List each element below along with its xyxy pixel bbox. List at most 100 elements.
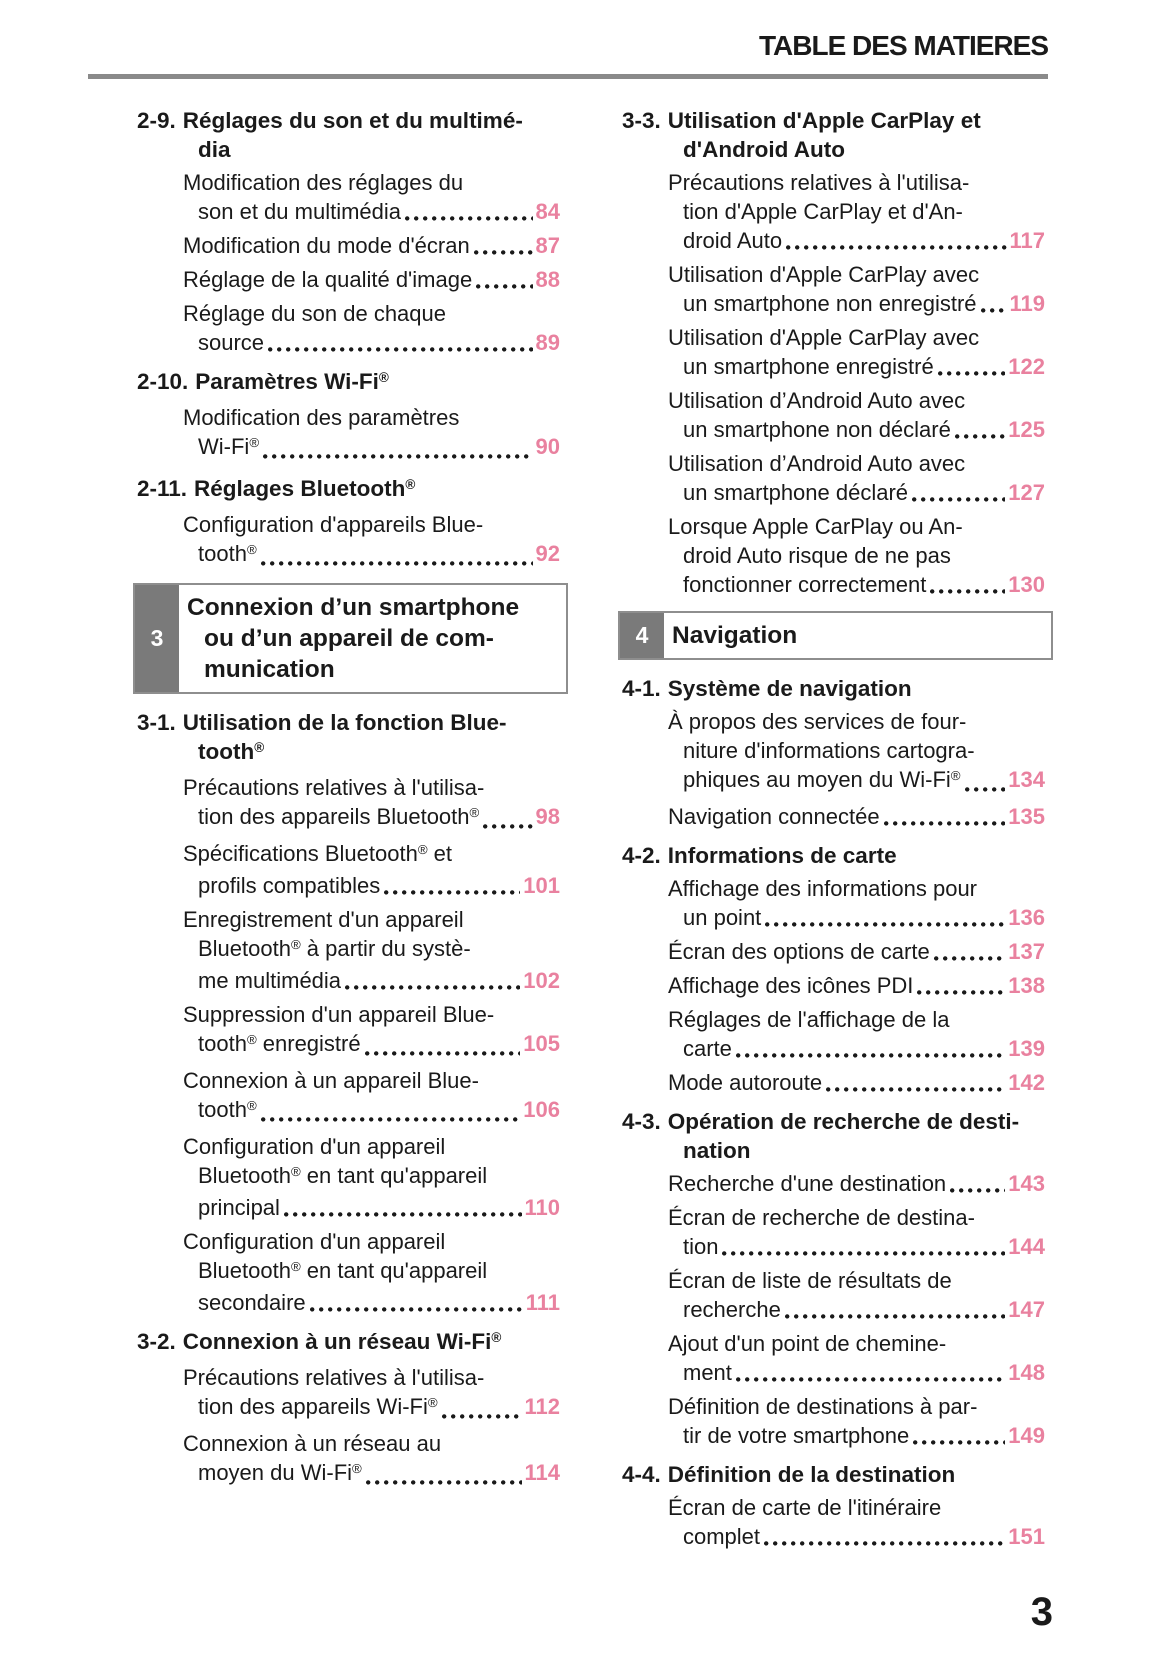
dot-leader [912,497,1006,502]
section-heading-line: d'Android Auto [683,137,845,162]
chapter-title: Navigation [664,613,805,658]
section-title-text: Définition de la destination [667,1462,956,1487]
toc-entry: Utilisation d’Android Auto avec un smartp… [622,386,1045,444]
chapter-number-tab: 4 [620,613,664,658]
entry-text: recherche [683,1297,781,1322]
entry-text: Mode autoroute [668,1070,823,1095]
page-ref: 149 [1008,1423,1045,1448]
chapter-box: 4 Navigation [618,611,1053,660]
entry-line: Wi-Fi® 90 [198,432,560,464]
dot-leader [405,216,533,221]
section-title-text: Opération de recherche de desti- [667,1109,1020,1134]
section-title-text: Informations de carte [667,843,897,868]
section-heading: 4-2. Informations de carte [622,841,1045,870]
page-ref: 148 [1008,1360,1045,1385]
page-ref: 114 [524,1460,561,1485]
toc-entry: Écran de carte de l'itinéraire complet 151 [622,1493,1045,1551]
section-number: 2-9. [137,108,176,133]
toc-entry: Configuration d'un appareil Bluetooth® en… [137,1132,560,1222]
toc-entry: Définition de destinations à par-tir de … [622,1392,1045,1450]
page-ref: 88 [535,267,560,292]
toc-column-left: 2-9. Réglages du son et du multimé-dia Mod… [133,96,568,1495]
entry-text: tooth® enregistré [198,1031,361,1056]
registered-mark: ® [290,1164,301,1180]
registered-mark: ® [246,1032,257,1048]
dot-leader [784,1314,1006,1319]
entry-text: tion des appareils Bluetooth® [198,804,480,829]
dot-leader [954,434,1006,439]
toc-section: 3-3. Utilisation d'Apple CarPlay et d'Andr… [622,106,1045,599]
entry-line: Configuration d'appareils Blue- [183,512,484,537]
entry-line: Précautions relatives à l'utilisa- [668,170,970,195]
entry-text: ment [683,1360,732,1385]
entry-line: un point 136 [683,903,1045,932]
section-title-text: Utilisation de la fonction Blue- [182,710,507,735]
toc-entry: Enregistrement d'un appareil Bluetooth® à… [137,905,560,995]
chapter-title: Connexion d’un smartphone ou d’un apparei… [179,585,527,692]
entry-line: un smartphone enregistré 122 [683,352,1045,381]
page-ref: 92 [535,541,560,566]
registered-mark: ® [950,768,961,784]
entry-line: Réglage du son de chaque [183,301,446,326]
entry-line: tooth® 92 [198,539,560,571]
entry-line: tion 144 [683,1232,1045,1261]
page-ref: 98 [535,804,560,829]
page-ref: 139 [1008,1036,1045,1061]
entry-text: tion [683,1234,719,1259]
entry-line: principal 110 [198,1193,560,1222]
section-heading: 4-4. Définition de la destination [622,1460,1045,1489]
entry-text: phiques au moyen du Wi-Fi® [683,767,961,792]
entry-line: phiques au moyen du Wi-Fi® 134 [683,765,1045,797]
entry-line: tion des appareils Bluetooth® 98 [198,802,560,834]
section-heading: 3-3. Utilisation d'Apple CarPlay et d'Andr… [622,106,1045,164]
entry-text: Modification du mode d'écran [183,233,470,258]
dot-leader [263,454,533,459]
registered-mark: ® [290,937,301,953]
entry-line: Spécifications Bluetooth® et [183,841,453,866]
chapter-title-line: munication [204,656,335,683]
page-ref: 101 [523,873,560,898]
toc-section: 3-2. Connexion à un réseau Wi-Fi® Précauti… [137,1327,560,1490]
entry-text: complet [683,1524,761,1549]
entry-text: Affichage des icônes PDI [668,973,914,998]
page-ref: 112 [524,1394,561,1419]
section-number: 3-1. [137,710,176,735]
entry-text: Réglage de la qualité d'image [183,267,473,292]
entry-line: Bluetooth® en tant qu'appareil [198,1163,488,1188]
entry-line: complet 151 [683,1522,1045,1551]
page-ref: 137 [1008,939,1045,964]
entry-line: tooth® 106 [198,1095,560,1127]
dot-leader [765,922,1006,927]
dot-leader [917,990,1006,995]
registered-mark: ® [352,1461,362,1477]
dot-leader [826,1087,1006,1092]
entry-line: Réglage de la qualité d'image 88 [183,265,560,294]
entry-line: tion des appareils Wi-Fi® 112 [198,1392,560,1424]
section-heading-line: nation [683,1138,751,1163]
registered-mark: ® [378,370,389,386]
dot-leader [980,308,1007,313]
section-title-text: Réglages Bluetooth® [194,476,416,501]
dot-leader [283,1212,522,1217]
dot-leader [483,824,533,829]
toc-entry: Utilisation d'Apple CarPlay avec un smart… [622,260,1045,318]
entry-line: tion d'Apple CarPlay et d'An- [683,199,963,224]
entry-line: Réglages de l'affichage de la [668,1007,950,1032]
page-ref: 84 [535,199,560,224]
page-ref: 142 [1008,1070,1045,1095]
section-heading-line: 2-11. Réglages Bluetooth® [137,474,560,506]
section-heading: 3-2. Connexion à un réseau Wi-Fi® [137,1327,560,1359]
entry-line: source 89 [198,328,560,357]
toc-entry: Affichage des icônes PDI 138 [622,971,1045,1000]
toc-entry: Mode autoroute 142 [622,1068,1045,1097]
dot-leader [345,985,521,990]
chapter-title-line: ou d’un appareil de com- [204,625,494,652]
toc-entry: Utilisation d'Apple CarPlay avec un smart… [622,323,1045,381]
entry-text: un smartphone non déclaré [683,417,951,442]
section-heading-line: 2-9. Réglages du son et du multimé- [137,106,560,135]
toc-entry: Configuration d'un appareil Bluetooth® en… [137,1227,560,1317]
dot-leader [722,1251,1006,1256]
dot-leader [913,1440,1006,1445]
entry-text: carte [683,1036,732,1061]
registered-mark: ® [491,1330,502,1346]
